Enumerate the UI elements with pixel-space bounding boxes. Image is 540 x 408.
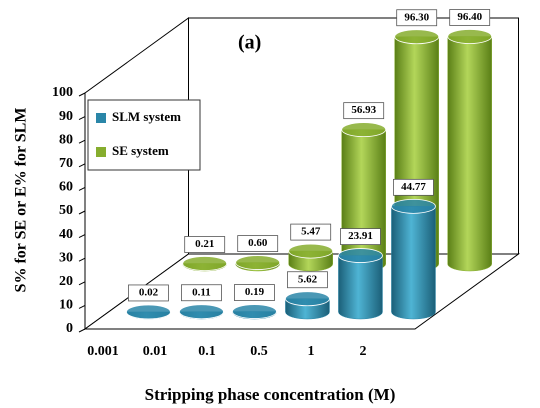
y-tick-label: 40 <box>59 227 73 242</box>
value-label: 44.77 <box>401 181 426 193</box>
y-tick-label: 100 <box>52 85 73 100</box>
tick-mark <box>78 234 86 239</box>
y-tick-label: 90 <box>59 109 73 124</box>
value-label: 96.30 <box>404 11 429 23</box>
bar-top <box>341 122 387 138</box>
x-axis-label: Stripping phase concentration (M) <box>145 385 396 404</box>
bar-body <box>338 255 383 320</box>
tick-mark <box>78 281 86 286</box>
value-label: 5.47 <box>301 226 321 238</box>
legend-swatch <box>96 147 106 157</box>
x-tick-label: 1 <box>308 344 315 359</box>
bar-top <box>394 29 440 45</box>
value-label-box <box>290 223 332 241</box>
y-tick-label: 60 <box>59 180 73 195</box>
bar-top <box>288 243 334 259</box>
tick-mark <box>78 304 86 309</box>
value-label-box <box>128 284 169 302</box>
bar-top <box>182 256 228 271</box>
bar <box>179 304 224 320</box>
bar-top <box>232 304 277 319</box>
value-label: 96.40 <box>457 11 482 23</box>
value-label-box <box>181 284 222 302</box>
legend-label: SE system <box>112 143 169 158</box>
legend-label: SLM system <box>112 109 181 124</box>
value-label-box <box>340 228 381 245</box>
tick-mark <box>78 210 86 215</box>
y-tick-label: 0 <box>66 321 73 336</box>
bar-body <box>447 36 492 272</box>
legend-swatch <box>96 113 106 123</box>
y-tick-label: 20 <box>59 274 73 289</box>
bar <box>235 255 281 272</box>
x-tick-label: 0.5 <box>250 344 268 359</box>
x-tick-label: 2 <box>360 344 367 359</box>
bar-top <box>391 198 436 214</box>
value-label: 0.02 <box>139 286 159 298</box>
bar <box>288 243 334 272</box>
tick-mark <box>78 92 86 97</box>
value-label: 23.91 <box>348 230 373 242</box>
tick-mark <box>78 186 86 191</box>
value-label-box <box>287 271 328 289</box>
value-label-box <box>393 178 434 196</box>
tick-mark <box>78 163 86 168</box>
bar <box>285 291 330 320</box>
bar-body <box>391 206 436 320</box>
value-label-box <box>237 235 279 252</box>
legend-box <box>87 99 201 171</box>
value-label-box <box>396 9 438 27</box>
x-tick-label: 0.01 <box>143 344 168 359</box>
bar <box>232 304 277 320</box>
y-tick-label: 80 <box>59 132 73 147</box>
tick-mark <box>78 257 86 262</box>
y-tick-label: 10 <box>59 298 73 313</box>
bar-top <box>235 255 281 270</box>
bar <box>447 29 493 272</box>
tick-mark <box>78 328 86 333</box>
value-label-box <box>234 284 275 301</box>
value-label: 5.62 <box>298 273 318 285</box>
value-label-box <box>449 9 491 26</box>
bar <box>338 248 383 320</box>
value-label: 56.93 <box>351 104 376 116</box>
bar-top <box>285 291 330 307</box>
value-label: 0.60 <box>248 237 268 249</box>
tick-mark <box>78 116 86 121</box>
y-tick-label: 50 <box>59 203 73 218</box>
x-tick-label: 0.001 <box>87 344 119 359</box>
bar <box>182 256 228 272</box>
tick-mark <box>78 139 86 144</box>
bar-top <box>179 304 224 320</box>
bar-top <box>338 248 383 263</box>
bar-top <box>447 29 493 44</box>
value-label: 0.21 <box>195 238 214 250</box>
bar-top <box>126 304 171 320</box>
value-label: 0.19 <box>245 286 265 298</box>
bar <box>391 198 436 320</box>
x-tick-label: 0.1 <box>198 344 216 359</box>
y-axis-label: S% for SE or E% for SLM <box>13 108 30 293</box>
value-label-box <box>184 236 226 253</box>
bar <box>126 304 171 320</box>
value-label: 0.11 <box>192 286 211 298</box>
y-tick-label: 30 <box>59 250 73 265</box>
y-tick-label: 70 <box>59 156 73 171</box>
chart-title: (a) <box>238 32 261 54</box>
value-label-box <box>343 102 385 120</box>
